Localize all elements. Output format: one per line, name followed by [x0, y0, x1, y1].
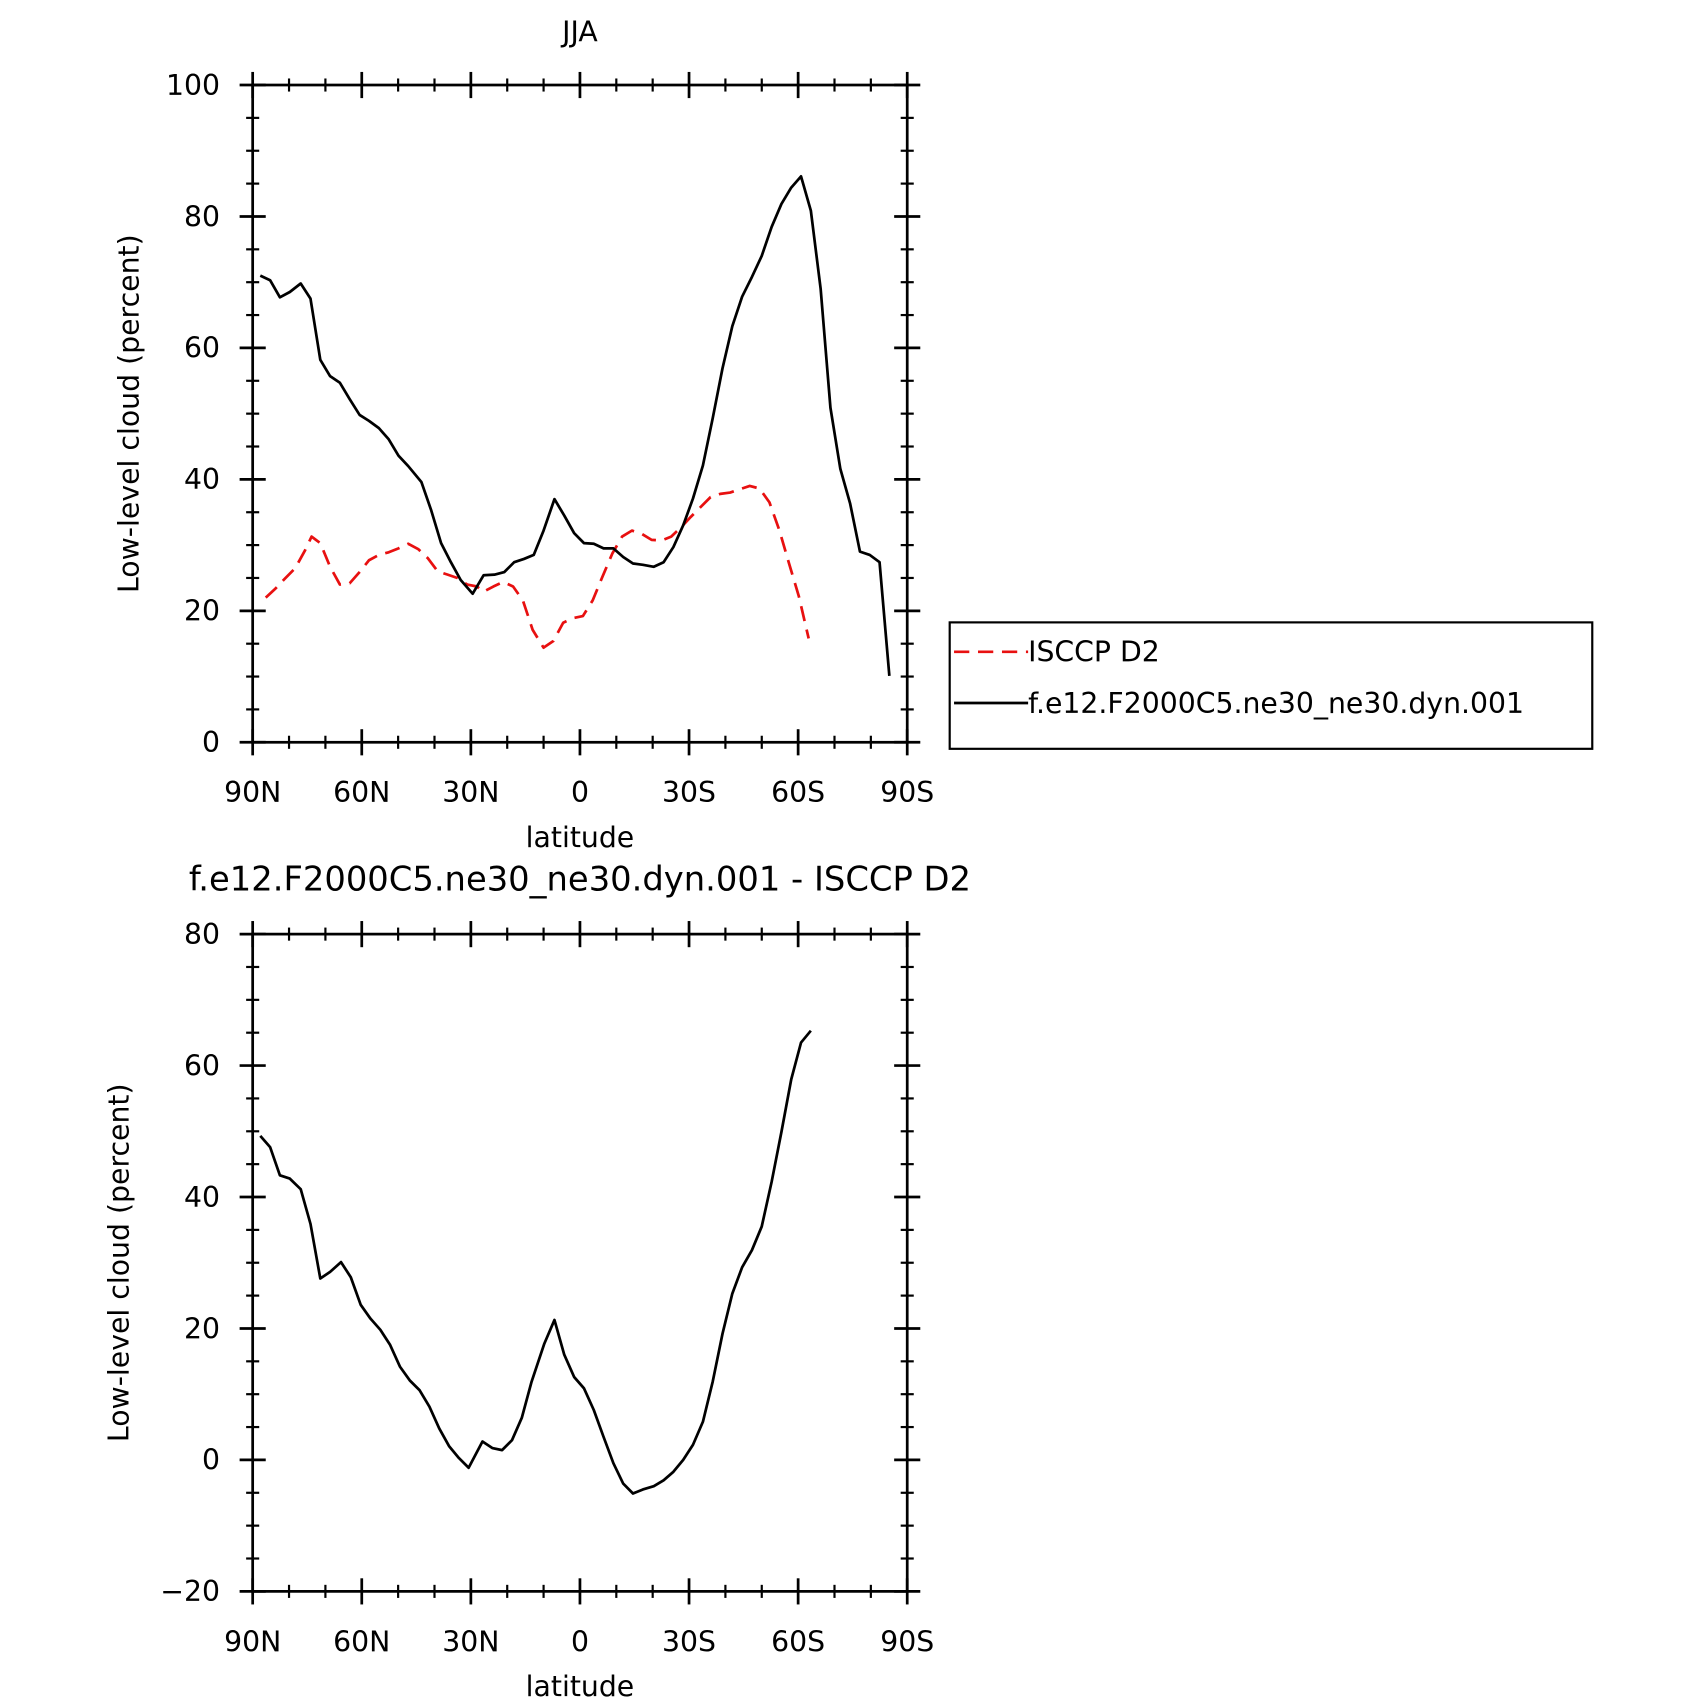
x-tick-label: 60N — [333, 776, 390, 809]
x-tick-label: 60S — [771, 1625, 825, 1658]
y-tick-label: 20 — [184, 1312, 220, 1345]
legend-label: ISCCP D2 — [1028, 636, 1160, 669]
legend-label: f.e12.F2000C5.ne30_ne30.dyn.001 — [1028, 687, 1524, 720]
x-tick-label: 90N — [224, 1625, 281, 1658]
legend-box — [948, 621, 1594, 750]
x-tick-label: 90N — [224, 776, 281, 809]
chart-title: JJA — [560, 15, 598, 48]
x-tick-label: 60N — [333, 1625, 390, 1658]
y-tick-label: 80 — [184, 918, 220, 951]
y-tick-label: 80 — [184, 200, 220, 233]
y-tick-label: 100 — [166, 69, 220, 102]
plot-frame — [251, 83, 909, 744]
y-tick-label: −20 — [160, 1575, 220, 1608]
line — [259, 1029, 812, 1495]
x-tick-label: 90S — [880, 1625, 934, 1658]
y-tick-label: 60 — [184, 1049, 220, 1082]
y-axis-label: Low-level cloud (percent) — [103, 1083, 136, 1442]
x-tick-label: 30S — [662, 1625, 716, 1658]
x-tick-label: 0 — [571, 776, 589, 809]
x-tick-label: 30N — [442, 776, 499, 809]
x-axis-label: latitude — [526, 1670, 635, 1703]
x-axis-label: latitude — [526, 821, 635, 854]
x-tick-label: 90S — [880, 776, 934, 809]
x-tick-label: 30N — [442, 1625, 499, 1658]
y-tick-label: 60 — [184, 332, 220, 365]
y-tick-label: 0 — [202, 1444, 220, 1477]
x-tick-label: 30S — [662, 776, 716, 809]
x-tick-label: 0 — [571, 1625, 589, 1658]
y-tick-label: 40 — [184, 463, 220, 496]
y-tick-label: 40 — [184, 1181, 220, 1214]
chart-title: f.e12.F2000C5.ne30_ne30.dyn.001 - ISCCP … — [189, 860, 971, 899]
y-axis-label: Low-level cloud (percent) — [112, 234, 145, 593]
line — [259, 174, 891, 677]
x-tick-label: 60S — [771, 776, 825, 809]
y-tick-label: 0 — [202, 726, 220, 759]
line — [264, 484, 810, 650]
y-tick-label: 20 — [184, 595, 220, 628]
